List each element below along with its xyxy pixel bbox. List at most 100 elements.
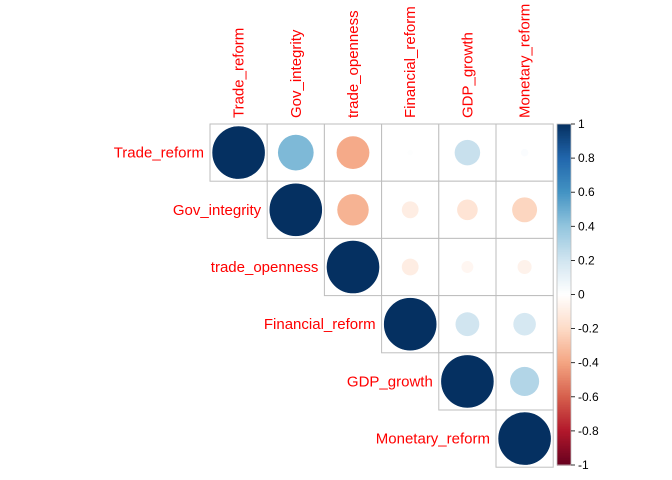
colorbar-segment [557, 239, 571, 243]
colorbar-segment [557, 146, 571, 149]
colorbar-segment [557, 275, 571, 279]
colorbar-segment [557, 461, 571, 464]
correlation-circle-Trade_reform-Gov_integrity [277, 134, 314, 171]
colorbar-segment [557, 231, 571, 234]
colorbar-segment [557, 418, 571, 422]
correlation-circle-Gov_integrity-Monetary_reform [512, 197, 538, 223]
colorbar-segment [557, 199, 571, 202]
colorbar-segment [557, 248, 571, 251]
colorbar-segment [557, 243, 571, 246]
colorbar-segment [557, 405, 571, 408]
colorbar-segment [557, 444, 571, 447]
colorbar-tick-label: -1 [578, 458, 589, 472]
colorbar-segment [557, 371, 571, 374]
colorbar-segment [557, 210, 571, 214]
colorbar-segment [557, 338, 571, 342]
colorbar-segment [557, 349, 571, 352]
colorbar-segment [557, 354, 571, 357]
colorbar-segment [557, 376, 571, 379]
colorbar-segment [557, 362, 571, 366]
colorbar-tick-label: 0.6 [578, 185, 595, 199]
colorbar-segment [557, 320, 571, 323]
colorbar-segment [557, 413, 571, 417]
colorbar-segment [557, 333, 571, 337]
colorbar-segment [557, 151, 571, 154]
colorbar-segment [557, 166, 571, 169]
colorbar-segment [557, 161, 571, 164]
colorbar-segment [557, 330, 571, 333]
colorbar-segment [557, 364, 571, 367]
colorbar-segment [557, 449, 571, 452]
colorbar-tick-label: -0.8 [578, 424, 599, 438]
colorbar-segment [557, 233, 571, 236]
colorbar-segment [557, 236, 571, 239]
colorbar-tick-label: -0.4 [578, 356, 599, 370]
colorbar-segment [557, 383, 571, 386]
colorbar-tick-label: 0.2 [578, 253, 595, 267]
colorbar-segment [557, 304, 571, 308]
colorbar-segment [557, 154, 571, 157]
colorbar-segment [557, 369, 571, 372]
colorbar-tick-label: 0 [578, 288, 585, 302]
column-label-Monetary_reform: Monetary_reform [517, 4, 534, 118]
correlation-circle-Gov_integrity-GDP_growth [457, 199, 478, 221]
colorbar-segment [557, 434, 571, 437]
colorbar-segment [557, 168, 571, 171]
colorbar-segment [557, 176, 571, 180]
colorbar-segment [557, 453, 571, 456]
colorbar-segment [557, 446, 571, 449]
colorbar-segment [557, 258, 571, 261]
colorbar-segment [557, 407, 571, 410]
colorbar-segment [557, 156, 571, 159]
colorbar-segment [557, 229, 571, 233]
colorbar-segment [557, 163, 571, 166]
colorbar-segment [557, 202, 571, 205]
correlation-circle-Trade_reform-Financial_reform [407, 149, 413, 156]
colorbar-segment [557, 234, 571, 238]
colorbar-segment [557, 328, 571, 331]
colorbar-segment [557, 323, 571, 326]
colorbar-segment [557, 267, 571, 270]
grid-cell [323, 180, 383, 239]
colorbar-segment [557, 282, 571, 285]
colorbar-segment [557, 142, 571, 146]
colorbar-segment [557, 417, 571, 420]
colorbar-segment [557, 436, 571, 439]
correlation-circle-Financial_reform-Financial_reform [383, 297, 438, 352]
colorbar-segment [557, 389, 571, 393]
correlation-circle-trade_openness-trade_openness [326, 240, 380, 294]
colorbar-segment [557, 345, 571, 348]
colorbar-segment [557, 340, 571, 343]
colorbar-segment [557, 255, 571, 258]
colorbar-segment [557, 374, 571, 377]
column-label-Financial_reform: Financial_reform [402, 6, 419, 118]
colorbar-segment [557, 355, 571, 359]
colorbar-segment [557, 360, 571, 364]
colorbar-segment [557, 289, 571, 292]
colorbar-segment [557, 292, 571, 296]
colorbar-segment [557, 442, 571, 446]
colorbar-segment [557, 314, 571, 318]
colorbar-segment [557, 311, 571, 314]
colorbar-segment [557, 147, 571, 151]
column-label-GDP_growth: GDP_growth [459, 32, 476, 118]
colorbar-tick-label: -0.2 [578, 322, 599, 336]
colorbar-segment [557, 424, 571, 427]
colorbar-segment [557, 144, 571, 147]
colorbar-segment [557, 296, 571, 299]
row-label-trade_openness: trade_openness [211, 259, 319, 276]
colorbar-segment [557, 159, 571, 163]
correlation-circle-trade_openness-GDP_growth [461, 261, 474, 273]
colorbar-segment [557, 265, 571, 268]
colorbar-segment [557, 408, 571, 412]
column-label-Gov_integrity: Gov_integrity [288, 29, 305, 118]
colorbar-segment [557, 132, 571, 135]
correlation-cells [209, 123, 554, 468]
colorbar-segment [557, 325, 571, 328]
colorbar-segment [557, 378, 571, 381]
colorbar-segment [557, 463, 571, 466]
colorbar-segment [557, 287, 571, 290]
colorbar-segment [557, 209, 571, 212]
colorbar-segment [557, 158, 571, 161]
colorbar-segment [557, 204, 571, 207]
